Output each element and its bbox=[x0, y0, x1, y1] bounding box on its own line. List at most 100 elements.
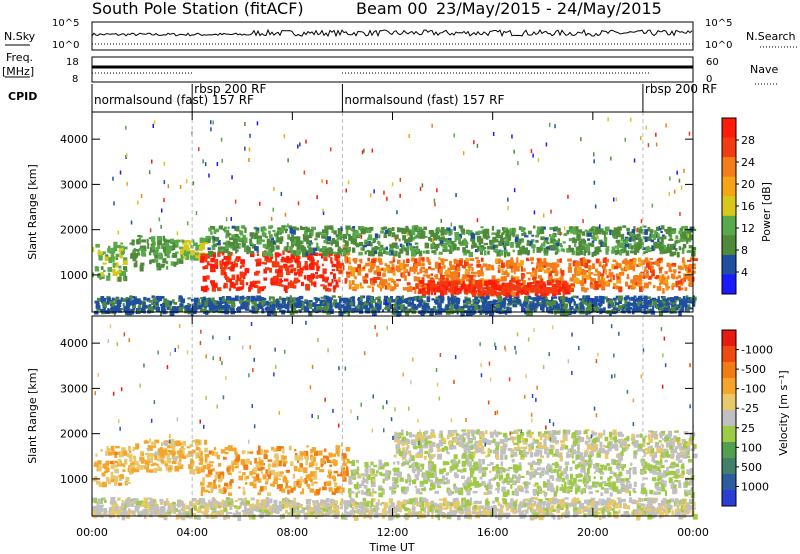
heat-cell bbox=[213, 229, 217, 234]
heat-cell bbox=[299, 451, 303, 457]
heat-cell bbox=[108, 257, 113, 264]
heat-cell bbox=[628, 261, 633, 265]
heat-cell bbox=[395, 265, 400, 271]
heat-cell bbox=[284, 264, 288, 267]
heat-cell bbox=[112, 176, 114, 181]
heat-cell bbox=[560, 248, 565, 252]
heat-cell bbox=[371, 148, 374, 153]
heat-cell bbox=[421, 183, 424, 188]
heat-cell bbox=[525, 250, 531, 254]
heat-cell bbox=[406, 245, 410, 250]
heat-cell bbox=[344, 256, 348, 262]
heat-cell bbox=[238, 237, 243, 241]
heat-cell bbox=[230, 217, 232, 221]
heat-cell bbox=[537, 258, 540, 264]
heat-cell bbox=[464, 296, 468, 299]
heat-cell bbox=[462, 151, 465, 156]
heat-cell bbox=[316, 242, 319, 248]
heat-cell bbox=[436, 227, 440, 233]
heat-cell bbox=[222, 486, 227, 490]
nsky-label: N.Sky bbox=[4, 30, 36, 43]
heat-cell bbox=[276, 484, 279, 490]
heat-cell bbox=[278, 304, 283, 309]
heat-cell bbox=[106, 301, 110, 305]
heat-cell bbox=[214, 283, 218, 288]
heat-cell bbox=[453, 258, 457, 263]
heat-cell bbox=[97, 460, 102, 465]
heat-cell bbox=[496, 252, 500, 256]
heat-cell bbox=[225, 217, 228, 222]
heat-cell bbox=[206, 275, 210, 280]
heat-cell bbox=[226, 300, 229, 303]
heat-cell bbox=[480, 300, 484, 303]
heat-cell bbox=[95, 453, 98, 457]
heat-cell bbox=[566, 230, 570, 235]
heat-cell bbox=[526, 304, 529, 310]
heat-cell bbox=[131, 464, 136, 469]
heat-cell bbox=[678, 246, 682, 251]
heat-cell bbox=[249, 471, 253, 476]
heat-cell bbox=[142, 300, 146, 304]
heat-cell bbox=[271, 261, 277, 266]
heat-cell bbox=[571, 250, 575, 256]
heat-cell bbox=[274, 453, 279, 458]
heat-cell bbox=[273, 472, 278, 478]
heat-cell bbox=[618, 298, 622, 304]
heat-cell bbox=[461, 265, 466, 268]
heat-cell bbox=[255, 461, 261, 464]
heat-cell bbox=[658, 268, 662, 271]
heat-cell bbox=[238, 475, 244, 481]
heat-cell bbox=[471, 304, 474, 307]
heat-cell bbox=[434, 289, 437, 292]
heat-cell bbox=[148, 251, 152, 256]
heat-cell bbox=[143, 307, 146, 314]
heat-cell bbox=[152, 251, 157, 256]
heat-cell bbox=[315, 462, 318, 467]
heat-cell bbox=[554, 251, 559, 254]
heat-cell bbox=[382, 281, 386, 287]
heat-cell bbox=[475, 301, 480, 305]
heat-cell bbox=[571, 274, 576, 278]
heat-cell bbox=[330, 147, 332, 152]
heat-cell bbox=[587, 302, 590, 307]
heat-cell bbox=[385, 246, 388, 250]
heat-cell bbox=[167, 452, 171, 457]
heat-cell bbox=[505, 229, 510, 234]
heat-cell bbox=[532, 153, 534, 158]
heat-cell bbox=[600, 302, 603, 306]
heat-cell bbox=[674, 189, 676, 194]
heat-cell bbox=[216, 455, 220, 460]
heat-cell bbox=[107, 267, 112, 272]
heat-cell bbox=[659, 246, 664, 249]
heat-cell bbox=[117, 230, 120, 235]
heat-cell bbox=[425, 292, 429, 295]
heat-cell bbox=[678, 178, 681, 183]
heat-cell bbox=[399, 299, 403, 305]
heat-cell bbox=[218, 488, 224, 494]
heat-cell bbox=[292, 473, 295, 479]
heat-cell bbox=[310, 273, 314, 280]
heat-cell bbox=[656, 226, 659, 231]
heat-cell bbox=[567, 194, 569, 199]
heat-cell bbox=[625, 238, 629, 244]
heat-cell bbox=[119, 451, 124, 458]
heat-cell bbox=[369, 468, 374, 474]
heat-cell bbox=[257, 287, 261, 294]
heat-cell bbox=[485, 267, 490, 271]
heat-cell bbox=[657, 296, 660, 302]
heat-cell bbox=[430, 290, 434, 296]
heat-cell bbox=[370, 307, 374, 312]
heat-cell bbox=[92, 246, 95, 252]
heat-cell bbox=[377, 284, 383, 288]
heat-cell bbox=[111, 297, 115, 301]
heat-cell bbox=[149, 228, 152, 233]
heat-cell bbox=[297, 144, 299, 149]
heat-cell bbox=[164, 463, 168, 467]
heat-cell bbox=[310, 242, 314, 245]
heat-cell bbox=[480, 278, 485, 284]
heat-cell bbox=[500, 276, 505, 279]
heat-cell bbox=[614, 249, 618, 256]
heat-cell bbox=[185, 179, 188, 184]
heat-cell bbox=[344, 240, 349, 247]
heat-cell bbox=[129, 296, 133, 299]
